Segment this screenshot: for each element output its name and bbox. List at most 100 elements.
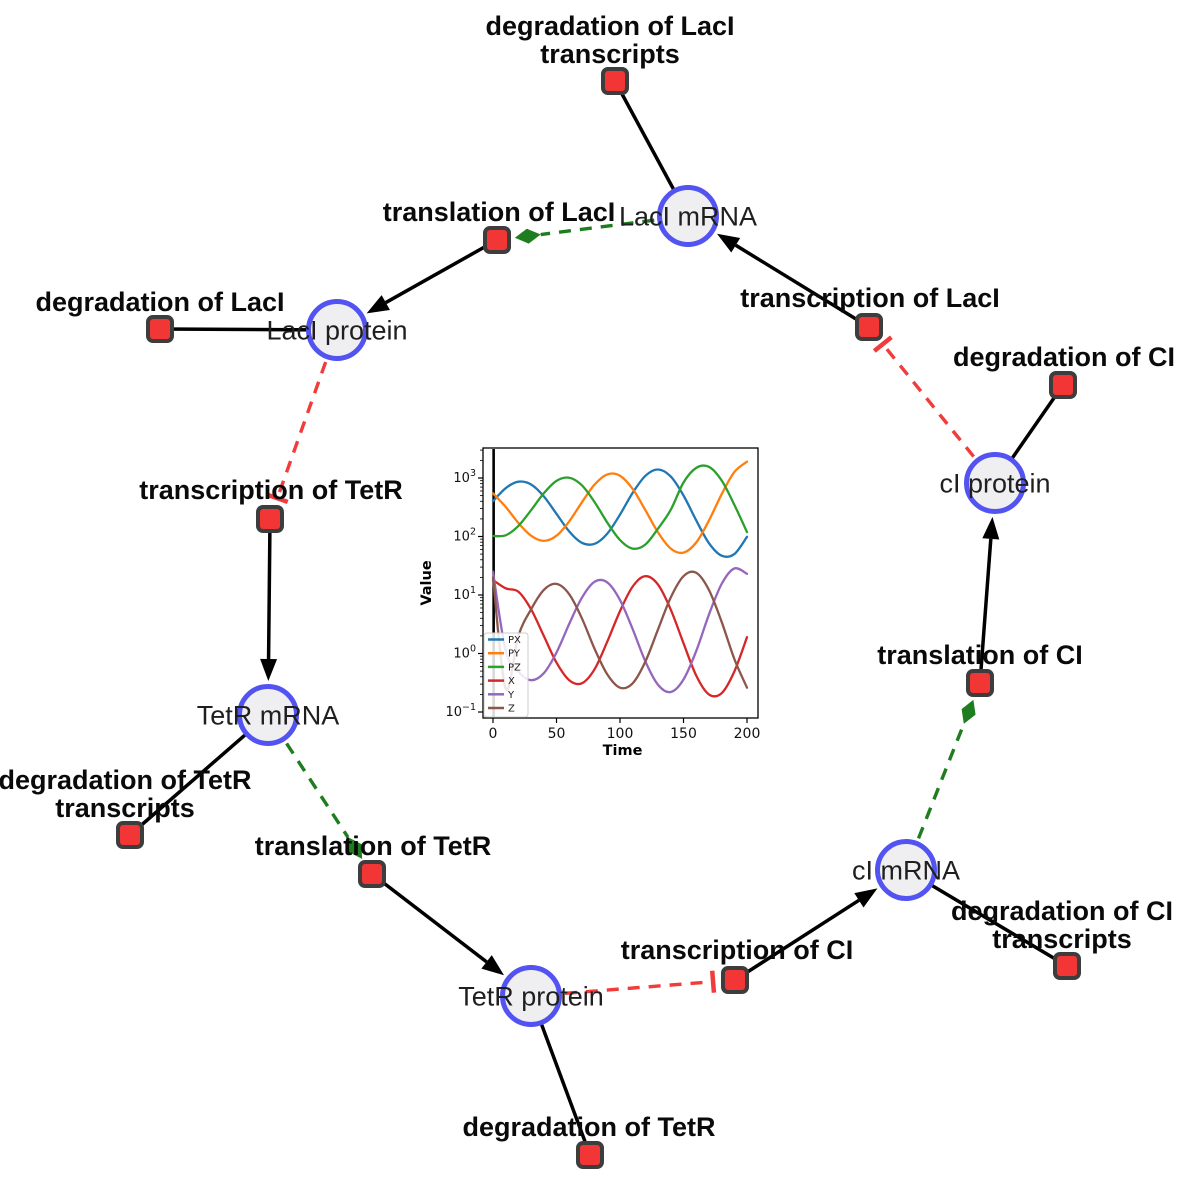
reaction-node-deg_tetr_tx: [116, 821, 144, 849]
series-line-X: [491, 575, 749, 698]
reaction-node-deg_laci_tx: [601, 67, 629, 95]
reaction-label-deg_ci: degradation of CI: [953, 343, 1175, 371]
reaction-label-deg_tetr: degradation of TetR: [463, 1113, 716, 1141]
species-label-laci_protein: LacI protein: [266, 315, 408, 346]
production-edge-transc_tetr-tetr_mrna: [266, 518, 272, 660]
diamond-arrowhead-modifier-edge-tetr_mrna-transl_tetr: [347, 837, 363, 859]
reaction-node-transc_laci: [855, 313, 883, 341]
y-tick-label: 103: [453, 468, 476, 486]
reaction-label-line: degradation of CI: [953, 342, 1175, 372]
x-tick-label: 200: [734, 726, 761, 742]
reaction-label-line: transcription of TetR: [139, 475, 403, 505]
production-edge-transl_tetr-tetr_protein: [370, 872, 488, 964]
y-axis-title: Value: [419, 560, 435, 606]
reaction-node-transl_tetr: [358, 860, 386, 888]
reaction-node-transc_tetr: [256, 505, 284, 533]
chart-series-group: [491, 460, 749, 698]
reaction-node-transl_ci: [966, 669, 994, 697]
reaction-node-transc_ci: [721, 966, 749, 994]
reaction-node-transl_laci: [483, 226, 511, 254]
reaction-node-deg_ci_tx: [1053, 952, 1081, 980]
reaction-label-line: translation of TetR: [254, 831, 492, 861]
reaction-label-transl_laci: translation of LacI: [383, 198, 616, 226]
y-tick-label: 100: [453, 644, 476, 662]
y-tick-label: 10−1: [445, 702, 476, 720]
reaction-node-deg_tetr: [576, 1141, 604, 1169]
reaction-label-line: degradation of TetR: [462, 1112, 716, 1142]
arrowhead-production-edge-transc_tetr-tetr_mrna: [260, 658, 278, 682]
legend-label-Z: Z: [508, 704, 515, 715]
reaction-label-line: transcription of LacI: [740, 283, 1000, 313]
modifier-edge-tetr_mrna-transl_tetr: [285, 742, 350, 839]
reaction-label-deg_tetr_tx: degradation of TetR transcripts: [0, 766, 252, 822]
reaction-label-line: transcripts: [540, 39, 680, 69]
arrowhead-production-edge-transl_laci-laci_protein: [366, 295, 390, 314]
reaction-label-line: degradation of LacI: [35, 287, 285, 317]
reaction-label-line: translation of CI: [877, 640, 1083, 670]
species-label-laci_mrna: LacI mRNA: [618, 201, 758, 232]
inhibition-edge-ci_protein-transc_laci: [881, 343, 975, 458]
diamond-arrowhead-modifier-edge-laci_mrna-transl_laci: [514, 228, 541, 244]
reaction-label-line: translation of LacI: [382, 197, 616, 227]
legend-label-PX: PX: [508, 635, 521, 646]
reaction-label-transl_ci: translation of CI: [877, 641, 1083, 669]
reaction-label-deg_laci_tx: degradation of LacI transcripts: [485, 12, 734, 68]
timecourse-chart: 0 50 100 150 200 Time 103 102 101 100 10−1 Value PX P…: [419, 447, 761, 759]
series-line-Z: [491, 570, 749, 692]
x-tick-label: 150: [670, 726, 697, 742]
arrowhead-production-edge-transl_tetr-tetr_protein: [481, 955, 505, 976]
y-tick-label: 101: [453, 585, 476, 603]
production-edge-transl_laci-laci_protein: [384, 238, 498, 305]
legend-label-Y: Y: [507, 690, 515, 701]
y-tick-label: 102: [453, 527, 476, 545]
species-label-tetr_protein: TetR protein: [458, 981, 604, 1012]
reaction-label-deg_laci: degradation of LacI: [35, 288, 284, 316]
series-line-PY: [491, 460, 749, 555]
chart-legend-box: [483, 632, 529, 718]
production-edge-transc_ci-ci_mrna: [734, 898, 860, 982]
production-edge-transl_ci-ci_protein: [978, 538, 993, 684]
tee-arrowhead-inhibition-edge-ci_protein-transc_laci: [872, 335, 893, 353]
arrowhead-production-edge-transl_ci-ci_protein: [982, 516, 1000, 540]
species-node-laci_mrna: [657, 185, 719, 247]
legend-label-PZ: PZ: [508, 662, 521, 673]
modifier-edge-laci_mrna-transl_laci: [540, 218, 655, 237]
species-label-tetr_mrna: TetR mRNA: [196, 700, 340, 731]
reaction-label-line: transcription of CI: [620, 935, 854, 965]
species-node-ci_mrna: [875, 839, 937, 901]
species-label-ci_mrna: cI mRNA: [852, 855, 960, 886]
series-line-PX: [491, 468, 749, 558]
x-tick-label: 100: [607, 726, 634, 742]
species-node-tetr_mrna: [237, 684, 299, 746]
x-tick-label: 50: [548, 726, 566, 742]
tee-arrowhead-inhibition-edge-tetr_protein-transc_ci: [709, 970, 717, 993]
reaction-label-transc_ci: transcription of CI: [621, 936, 854, 964]
species-node-ci_protein: [964, 452, 1026, 514]
inhibition-edge-laci_protein-transc_tetr: [275, 361, 328, 499]
reaction-label-line: transcripts: [992, 924, 1132, 954]
reaction-label-transl_tetr: translation of TetR: [255, 832, 492, 860]
diamond-arrowhead-modifier-edge-ci_mrna-transl_ci: [961, 699, 976, 724]
arrowhead-production-edge-transc_ci-ci_mrna: [854, 888, 878, 908]
reaction-label-line: degradation of CI: [951, 896, 1173, 926]
reaction-label-line: degradation of TetR: [0, 765, 252, 795]
series-line-PZ: [491, 464, 749, 550]
reaction-label-transc_laci: transcription of LacI: [740, 284, 1000, 312]
legend-label-PY: PY: [508, 649, 521, 660]
production-edge-transc_laci-laci_mrna: [734, 243, 870, 329]
species-node-laci_protein: [306, 299, 368, 361]
reaction-node-deg_laci: [146, 315, 174, 343]
reaction-label-deg_ci_tx: degradation of CI transcripts: [951, 897, 1173, 953]
reaction-label-line: transcripts: [55, 793, 195, 823]
consumption-edge-ci_mrna-deg_ci_tx: [905, 868, 1068, 968]
x-tick-label: 0: [489, 726, 498, 742]
species-node-tetr_protein: [500, 965, 562, 1027]
x-axis-title: Time: [603, 743, 643, 759]
reaction-node-deg_ci: [1049, 371, 1077, 399]
arrowhead-production-edge-transc_laci-laci_mrna: [716, 233, 741, 253]
modifier-edge-ci_mrna-transl_ci: [916, 723, 966, 840]
reaction-label-line: degradation of LacI: [485, 11, 735, 41]
legend-label-X: X: [508, 676, 515, 687]
